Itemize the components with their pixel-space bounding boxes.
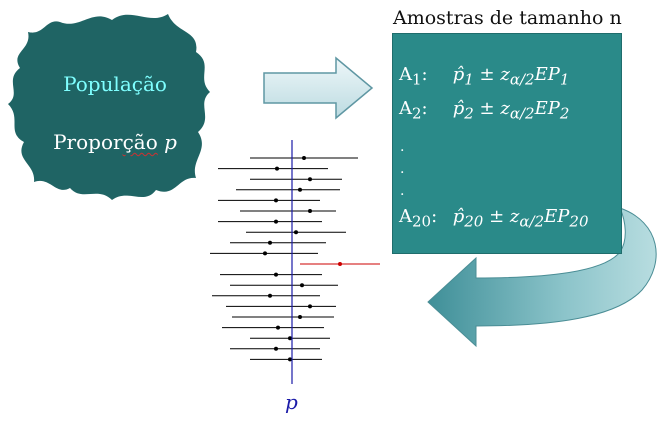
proportion-underlined: ção — [122, 130, 158, 154]
sample-estimate-point — [294, 230, 298, 235]
sample-estimate-point — [338, 262, 342, 266]
true-parameter-label: p — [285, 390, 298, 414]
ellipsis-dot-1: . — [400, 139, 405, 155]
sample-estimate-point — [276, 325, 280, 330]
ellipsis-dot-3: . — [400, 183, 405, 199]
sample-estimate-point — [288, 357, 292, 362]
ellipsis-dot-2: . — [400, 161, 405, 177]
proportion-label: Proporção p — [30, 130, 200, 154]
sample-row-1: A1: p̂1 ± zα/2EP1 — [399, 64, 570, 89]
sample-row-2: A2: p̂2 ± zα/2EP2 — [399, 98, 570, 123]
sample-row-20: A20: p̂20 ± zα/2EP20 — [399, 206, 589, 231]
right-arrow — [263, 56, 374, 120]
sample-estimate-point — [288, 336, 292, 341]
sample-estimate-point — [268, 240, 272, 245]
population-label: População — [63, 72, 167, 96]
sample-estimate-point — [308, 304, 312, 309]
sample-estimate-point — [274, 272, 278, 277]
sample-estimate-point — [300, 283, 304, 288]
sample-estimate-point — [302, 156, 306, 160]
sample-estimate-point — [274, 198, 278, 203]
sample-estimate-point — [298, 187, 302, 192]
sample-estimate-point — [275, 166, 279, 171]
confidence-intervals — [210, 140, 380, 384]
sample-estimate-point — [268, 293, 272, 298]
samples-title: Amostras de tamanho n — [393, 7, 622, 29]
sample-estimate-point — [298, 315, 302, 319]
samples-box: A1: p̂1 ± zα/2EP1 A2: p̂2 ± zα/2EP2 . . … — [392, 33, 622, 254]
sample-estimate-point — [308, 209, 312, 213]
sample-estimate-point — [274, 219, 278, 224]
proportion-prefix: Propor — [53, 130, 123, 154]
population-blob — [8, 14, 210, 200]
sample-estimate-point — [308, 177, 312, 182]
sample-estimate-point — [263, 251, 267, 256]
sample-estimate-point — [274, 346, 278, 351]
proportion-var: p — [164, 130, 177, 154]
